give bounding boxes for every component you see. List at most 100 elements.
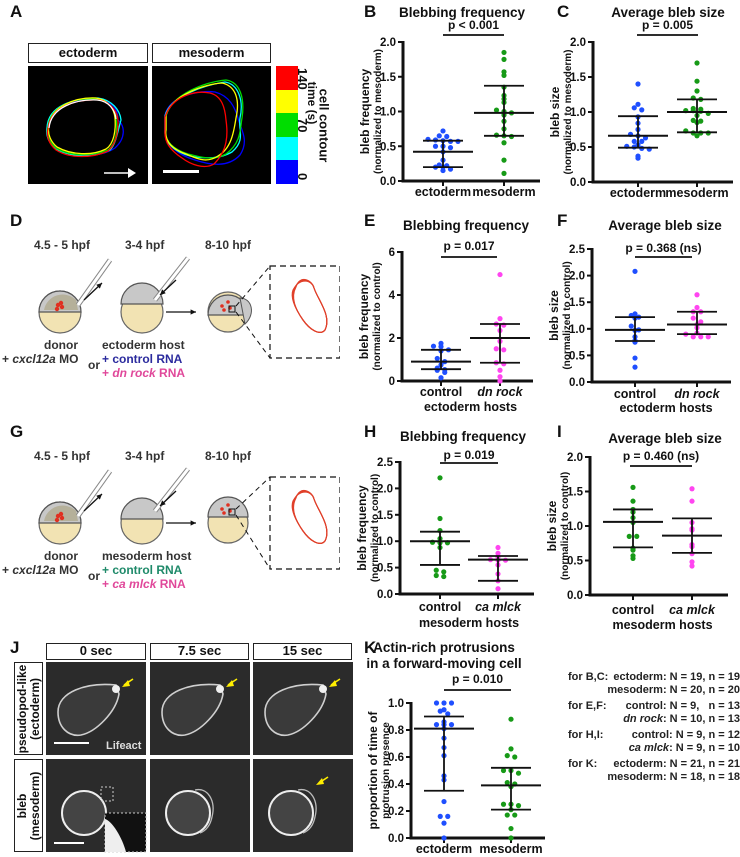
sample-size-row: mesoderm: N = 20, n = 20 bbox=[607, 684, 740, 696]
sample-size-value: N = 9, n = 12 bbox=[675, 729, 740, 741]
data-point bbox=[694, 292, 700, 298]
colorbar-band bbox=[276, 66, 298, 90]
data-point bbox=[437, 708, 443, 714]
data-point bbox=[440, 167, 446, 174]
scale-bar bbox=[54, 842, 84, 844]
text-span: or bbox=[88, 569, 100, 583]
donor-embryo bbox=[38, 290, 82, 334]
pseudopod-frame-0 bbox=[46, 662, 146, 755]
protrusion-arrow-icon bbox=[226, 678, 238, 687]
text-span: ca mlck bbox=[112, 577, 157, 591]
direction-arrow-icon bbox=[104, 168, 136, 178]
data-point bbox=[434, 355, 440, 362]
protrusion-arrow-icon bbox=[329, 678, 341, 687]
data-point bbox=[442, 369, 448, 375]
text-span: + control RNA bbox=[102, 352, 183, 366]
cell-outline-overlay bbox=[291, 278, 328, 333]
series-mesoderm bbox=[474, 49, 534, 176]
data-point bbox=[501, 170, 507, 176]
pseudopod-frame-1 bbox=[150, 662, 250, 755]
cell-outline-overlay bbox=[291, 489, 328, 544]
text-span: 3-4 hpf bbox=[125, 238, 165, 252]
data-point bbox=[441, 798, 447, 805]
option2-label: + dn rock RNA bbox=[102, 366, 185, 380]
group-name: control: bbox=[631, 729, 673, 741]
y-tick-label: 0 bbox=[389, 376, 395, 388]
y-tick-label: 4 bbox=[389, 290, 396, 302]
data-point bbox=[635, 81, 641, 87]
y-axis-label: bleb size bbox=[547, 290, 561, 341]
data-point bbox=[639, 138, 645, 144]
data-point bbox=[689, 498, 695, 504]
data-point bbox=[445, 813, 451, 820]
chimeric-embryo bbox=[207, 291, 252, 333]
or-label: or bbox=[88, 358, 100, 372]
chart-title-line2: in a forward-moving cell bbox=[366, 656, 521, 671]
chart-e: Blebbing frequency p = 0.017 0 2 4 6 bleb freq… bbox=[357, 218, 533, 414]
p-value-label: p < 0.001 bbox=[448, 18, 499, 32]
data-point bbox=[437, 813, 443, 820]
chart-f: Average bleb size p = 0.368 (ns) 0.0 0.5 1.0… bbox=[547, 218, 731, 415]
bleb-arrow-icon bbox=[316, 776, 329, 785]
data-point bbox=[508, 835, 514, 841]
panel-label-b: B bbox=[364, 2, 377, 21]
data-point bbox=[628, 323, 634, 329]
text-span: cxcl12a bbox=[12, 352, 56, 366]
data-point bbox=[512, 754, 518, 760]
data-point bbox=[694, 304, 700, 311]
y-tick-label: 0.0 bbox=[567, 590, 583, 602]
transplant-diagram-ectoderm: 4.5 - 5 hpf 3-4 hpf 8-10 hpf donor + cxcl12a… bbox=[0, 238, 341, 385]
option2-label: + ca mlck RNA bbox=[102, 577, 186, 591]
x-category-label: mesoderm bbox=[479, 842, 542, 856]
lifeact-timelapse-images bbox=[46, 662, 353, 853]
scale-bar bbox=[54, 742, 89, 744]
data-point bbox=[690, 315, 696, 321]
chart-title: Average bleb size bbox=[608, 431, 722, 446]
data-point bbox=[689, 563, 695, 569]
sample-size-value: N = 18, n = 18 bbox=[669, 771, 740, 783]
y-tick-label: 0.0 bbox=[570, 177, 586, 189]
text-span: + control RNA bbox=[102, 563, 183, 577]
data-point bbox=[694, 133, 700, 139]
y-axis-label-line2: (normalized to mesoderm) bbox=[563, 49, 574, 174]
panel-label-f: F bbox=[557, 211, 568, 230]
y-tick-label: 0.4 bbox=[388, 779, 405, 791]
data-point bbox=[441, 569, 447, 575]
donor-label: donor bbox=[44, 549, 78, 563]
data-point bbox=[635, 101, 641, 107]
data-point bbox=[508, 746, 514, 752]
data-point bbox=[430, 343, 437, 349]
panel-label-h: H bbox=[364, 422, 377, 441]
y-tick-label: 0.5 bbox=[380, 141, 397, 153]
y-tick-label: 0.0 bbox=[380, 176, 396, 188]
data-point bbox=[501, 56, 507, 62]
sample-size-key: for E,F: bbox=[568, 700, 607, 712]
x-group-label: ectoderm hosts bbox=[619, 401, 712, 415]
x-category-label: control bbox=[420, 385, 462, 399]
column-header-ectoderm: ectoderm bbox=[28, 43, 148, 63]
x-category-label: dn rock bbox=[477, 385, 523, 399]
sample-size-value: N = 9, n = 10 bbox=[675, 742, 740, 754]
data-point bbox=[497, 271, 503, 278]
y-tick-label: 2.5 bbox=[377, 457, 394, 469]
group-name: control: bbox=[625, 700, 667, 712]
y-axis-label: proportion of time of bbox=[366, 711, 380, 830]
host-label: mesoderm host bbox=[102, 549, 191, 563]
y-axis-label: bleb frequency bbox=[357, 274, 371, 360]
y-axis-label: bleb frequency bbox=[355, 485, 369, 571]
data-point bbox=[447, 145, 454, 151]
y-tick-label: 0.8 bbox=[388, 725, 405, 737]
y-tick-label: 2.0 bbox=[569, 271, 585, 283]
text-span: + bbox=[2, 352, 13, 366]
data-point bbox=[689, 559, 695, 565]
data-point bbox=[504, 812, 510, 818]
text-span: 3-4 hpf bbox=[125, 449, 165, 463]
group-name: mesoderm: bbox=[607, 771, 667, 783]
p-value-label: p = 0.010 bbox=[452, 672, 503, 686]
sample-size-row: dn rock: N = 10, n = 13 bbox=[623, 713, 740, 725]
time-label-0: 4.5 - 5 hpf bbox=[34, 238, 90, 252]
option1-label: + control RNA bbox=[102, 352, 182, 366]
text-span: + bbox=[2, 563, 13, 577]
host-label: ectoderm host bbox=[102, 338, 185, 352]
data-point bbox=[497, 374, 503, 380]
